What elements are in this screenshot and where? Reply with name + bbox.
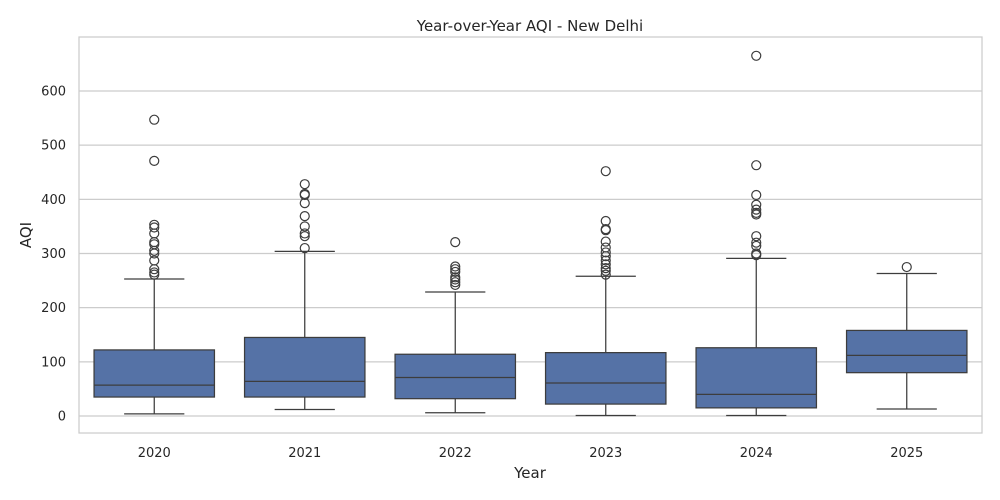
outlier-point xyxy=(600,225,611,236)
x-ticks: 2020 2021 2022 2023 2024 2025 xyxy=(138,446,924,461)
outlier-point xyxy=(450,264,461,275)
outlier-point xyxy=(600,247,611,258)
outlier-point xyxy=(299,198,310,209)
outlier-point xyxy=(450,274,461,285)
box-2020 xyxy=(93,114,216,415)
outlier-point xyxy=(600,255,611,266)
y-tick-label: 600 xyxy=(41,85,66,100)
outlier-point xyxy=(751,160,762,171)
outlier-point xyxy=(450,279,461,291)
y-tick-label: 0 xyxy=(58,410,66,425)
outlier-point xyxy=(450,266,461,278)
outlier-point xyxy=(299,242,310,254)
boxes xyxy=(93,50,968,417)
y-tick-label: 400 xyxy=(41,193,66,208)
iqr-box xyxy=(544,352,667,405)
y-tick-label: 100 xyxy=(41,355,66,370)
y-tick-label: 200 xyxy=(41,301,66,316)
x-tick-label: 2020 xyxy=(138,446,171,461)
outlier-point xyxy=(299,231,310,242)
outlier-point xyxy=(450,237,461,248)
x-axis-label: Year xyxy=(513,464,547,482)
grid xyxy=(79,90,982,417)
x-tick-label: 2022 xyxy=(439,446,472,461)
outlier-point xyxy=(299,228,310,239)
outlier-point xyxy=(751,204,762,215)
outlier-point xyxy=(600,236,611,247)
outlier-point xyxy=(751,250,762,261)
outlier-point xyxy=(600,166,611,177)
chart-title: Year-over-Year AQI - New Delhi xyxy=(416,17,643,35)
outlier-point xyxy=(751,237,762,248)
x-tick-label: 2021 xyxy=(288,446,321,461)
outlier-point xyxy=(149,264,160,275)
y-tick-label: 300 xyxy=(41,247,66,262)
outlier-point xyxy=(149,222,160,233)
outlier-point xyxy=(299,189,310,201)
outlier-point xyxy=(901,261,912,273)
outlier-point xyxy=(299,211,310,222)
iqr-box xyxy=(695,347,818,409)
outlier-point xyxy=(450,277,461,288)
y-ticks: 0 100 200 300 400 500 600 xyxy=(41,85,66,425)
outlier-point xyxy=(600,251,611,262)
outlier-point xyxy=(751,199,762,210)
outlier-point xyxy=(149,245,160,256)
outlier-point xyxy=(751,189,762,201)
box-2021 xyxy=(243,179,366,411)
outlier-point xyxy=(299,179,310,190)
iqr-box xyxy=(394,353,517,400)
outlier-point xyxy=(149,155,160,166)
outlier-point xyxy=(600,263,611,274)
box-2022 xyxy=(394,237,517,414)
outlier-point xyxy=(600,265,611,276)
outlier-point xyxy=(149,269,160,280)
x-tick-label: 2024 xyxy=(740,446,773,461)
outlier-point xyxy=(751,231,762,242)
y-tick-label: 500 xyxy=(41,139,66,154)
box-2023 xyxy=(544,166,667,417)
outlier-point xyxy=(299,221,310,232)
y-axis-label: AQI xyxy=(17,222,35,248)
outlier-point xyxy=(149,114,160,125)
plot-area xyxy=(78,36,983,434)
outlier-point xyxy=(149,248,160,259)
outlier-point xyxy=(600,269,611,280)
outlier-point xyxy=(600,259,611,270)
x-tick-label: 2023 xyxy=(589,446,622,461)
box-2024 xyxy=(695,50,818,417)
outlier-point xyxy=(450,261,461,272)
outlier-point xyxy=(751,209,762,220)
outlier-point xyxy=(751,50,762,61)
iqr-box xyxy=(93,349,216,398)
x-tick-label: 2025 xyxy=(890,446,923,461)
iqr-box xyxy=(243,336,366,398)
box-2025 xyxy=(845,261,968,410)
iqr-box xyxy=(845,329,968,374)
